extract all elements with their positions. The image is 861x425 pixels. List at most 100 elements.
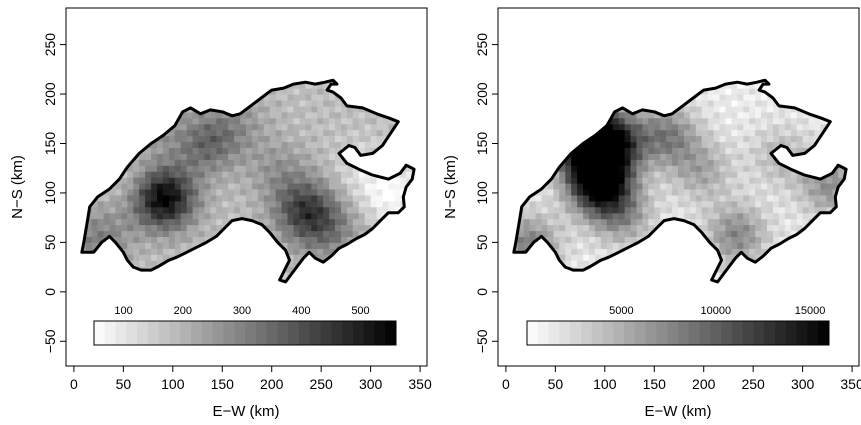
- heatmap-cell: [257, 100, 265, 107]
- heatmap-cell: [174, 141, 182, 148]
- heatmap-cell: [612, 200, 620, 208]
- heatmap-cell: [577, 206, 584, 214]
- heatmap-cell: [814, 230, 821, 237]
- heatmap-cell: [790, 266, 798, 273]
- heatmap-cell: [293, 165, 300, 172]
- heatmap-cell: [281, 236, 289, 243]
- heatmap-cell: [683, 117, 691, 125]
- heatmap-cell: [713, 189, 721, 196]
- heatmap-cell: [689, 153, 697, 160]
- heatmap-cell: [672, 117, 679, 125]
- heatmap-cell: [370, 129, 378, 137]
- heatmap-cell: [553, 153, 560, 160]
- heatmap-cell: [683, 153, 691, 160]
- heatmap-cell: [547, 147, 554, 154]
- heatmap-cell: [394, 230, 401, 237]
- heatmap-cell: [412, 80, 415, 83]
- heatmap-cell: [725, 159, 732, 166]
- heatmap-cell: [666, 117, 673, 125]
- heatmap-cell: [251, 272, 259, 279]
- heatmap-cell: [299, 100, 306, 107]
- heatmap-cell: [323, 272, 330, 279]
- legend-color-step: [624, 321, 636, 345]
- heatmap-cell: [826, 111, 833, 119]
- heatmap-cell: [121, 129, 128, 137]
- heatmap-cell: [743, 129, 750, 137]
- heatmap-cell: [767, 212, 774, 220]
- heatmap-cell: [725, 153, 732, 160]
- heatmap-cell: [535, 248, 543, 255]
- heatmap-cell: [299, 242, 306, 249]
- heatmap-cell: [802, 194, 810, 202]
- heatmap-cell: [139, 159, 146, 166]
- heatmap-cell: [624, 123, 632, 131]
- heatmap-cell: [287, 135, 294, 143]
- heatmap-cell: [335, 100, 342, 107]
- heatmap-cell: [257, 194, 265, 202]
- heatmap-cell: [281, 212, 289, 220]
- heatmap-cell: [121, 159, 128, 166]
- heatmap-cell: [394, 278, 401, 282]
- heatmap-cell: [826, 224, 833, 232]
- heatmap-cell: [761, 177, 768, 184]
- heatmap-cell: [749, 183, 756, 190]
- heatmap-cell: [689, 165, 697, 172]
- heatmap-cell: [186, 206, 194, 214]
- heatmap-cell: [523, 236, 531, 243]
- heatmap-cell: [97, 183, 105, 190]
- heatmap-cell: [240, 242, 247, 249]
- heatmap-cell: [589, 165, 596, 172]
- heatmap-cell: [269, 100, 277, 107]
- heatmap-cell: [168, 165, 176, 172]
- heatmap-cell: [820, 177, 827, 184]
- heatmap-cell: [513, 260, 519, 267]
- heatmap-cell: [820, 272, 827, 279]
- heatmap-cell: [222, 111, 229, 119]
- heatmap-cell: [707, 230, 715, 237]
- heatmap-cell: [820, 141, 827, 148]
- heatmap-cell: [600, 171, 608, 178]
- heatmap-cell: [773, 177, 780, 184]
- heatmap-cell: [305, 218, 312, 226]
- heatmap-cell: [695, 111, 703, 119]
- heatmap-cell: [654, 80, 661, 83]
- heatmap-cell: [695, 272, 703, 279]
- heatmap-cell: [707, 248, 715, 255]
- heatmap-cell: [749, 147, 756, 154]
- heatmap-cell: [820, 105, 827, 113]
- heatmap-cell: [269, 189, 277, 196]
- heatmap-cell: [642, 254, 649, 261]
- heatmap-cell: [174, 165, 182, 172]
- heatmap-cell: [535, 260, 543, 267]
- heatmap-cell: [352, 117, 360, 125]
- heatmap-cell: [535, 266, 543, 273]
- legend-color-step: [126, 321, 138, 345]
- heatmap-cell: [660, 100, 667, 107]
- heatmap-cell: [707, 183, 715, 190]
- heatmap-cell: [820, 260, 827, 267]
- heatmap-cell: [802, 183, 810, 190]
- heatmap-cell: [678, 135, 685, 143]
- heatmap-cell: [204, 200, 211, 208]
- heatmap-cell: [287, 123, 294, 131]
- heatmap-cell: [654, 135, 661, 143]
- heatmap-cell: [204, 159, 211, 166]
- heatmap-cell: [317, 183, 324, 190]
- heatmap-cell: [559, 189, 566, 196]
- heatmap-cell: [672, 266, 679, 273]
- heatmap-cell: [394, 194, 401, 202]
- heatmap-cell: [364, 278, 372, 282]
- heatmap-cell: [678, 248, 685, 255]
- heatmap-cell: [529, 194, 537, 202]
- heatmap-cell: [513, 177, 519, 184]
- heatmap-cell: [145, 82, 152, 89]
- heatmap-cell: [394, 248, 401, 255]
- heatmap-cell: [97, 159, 105, 166]
- heatmap-cell: [547, 105, 554, 113]
- heatmap-cell: [844, 260, 847, 267]
- heatmap-cell: [204, 129, 211, 137]
- heatmap-cell: [139, 100, 146, 107]
- heatmap-cell: [257, 129, 265, 137]
- heatmap-cell: [583, 272, 590, 279]
- heatmap-cell: [133, 278, 140, 282]
